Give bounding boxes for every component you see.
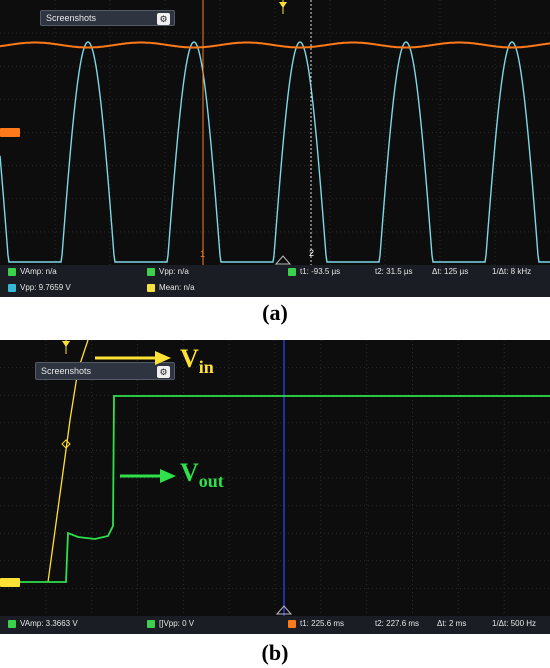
cursor-label-1: 1 <box>200 249 205 259</box>
measure-vamp[interactable]: VAmp: n/a <box>8 267 57 276</box>
cursor-inverse-delta-t: 1/Δt: 500 Hz <box>492 619 537 628</box>
arrow-right-icon <box>95 351 171 365</box>
channel-badge-icon <box>147 619 155 628</box>
cursor-delta-t: Δt: 2 ms <box>437 619 467 628</box>
caption-a: (a) <box>262 300 288 325</box>
scope-panel-b: Screenshots ⚙ Vin Vout <box>0 340 550 616</box>
vin-marker-icon <box>61 439 71 449</box>
channel-badge-icon <box>8 619 16 628</box>
trigger-marker-icon <box>279 2 287 8</box>
channel-badge-icon <box>8 267 16 276</box>
cursor-t1[interactable]: t1: -93.5 µs <box>288 267 340 276</box>
trigger-position-icon <box>275 605 293 615</box>
cursor-delta-t: Δt: 125 µs <box>432 267 469 276</box>
math-badge-icon <box>8 283 16 292</box>
cursor-label-2: 2 <box>309 248 314 258</box>
waveform-plot-b <box>0 340 550 616</box>
cursor-t2: t2: 227.6 ms <box>375 619 420 628</box>
trigger-marker-icon <box>62 341 70 347</box>
measure-vpp[interactable]: Vpp: n/a <box>147 267 189 276</box>
measurement-bar-a: VAmp: n/a Vpp: n/a t1: -93.5 µs t2: 31.5… <box>0 265 550 297</box>
vout-trace <box>20 395 550 583</box>
screenshots-label: Screenshots <box>46 13 97 23</box>
channel-badge-icon <box>147 267 155 276</box>
screenshots-toolbar-b[interactable]: Screenshots ⚙ <box>35 362 175 380</box>
measure-vamp[interactable]: VAmp: 3.3663 V <box>8 619 78 628</box>
channel-badge-icon <box>288 267 296 276</box>
screenshots-toolbar-a[interactable]: Screenshots ⚙ <box>40 10 175 26</box>
measurement-bar-b: VAmp: 3.3663 V []Vpp: 0 V t1: 225.6 ms t… <box>0 616 550 634</box>
orange-waveform <box>0 41 550 49</box>
channel-marker-icon <box>0 578 20 587</box>
cursor-t2: t2: 31.5 µs <box>375 267 413 276</box>
trigger-position-icon <box>274 255 292 265</box>
gear-icon[interactable]: ⚙ <box>157 366 170 378</box>
caption-b: (b) <box>261 640 289 665</box>
screenshots-label: Screenshots <box>41 366 92 376</box>
channel-badge-icon <box>147 283 155 292</box>
measure-vpp[interactable]: []Vpp: 0 V <box>147 619 194 628</box>
vout-annotation: Vout <box>180 458 224 492</box>
gear-icon[interactable]: ⚙ <box>157 13 170 25</box>
cursor-t1[interactable]: t1: 225.6 ms <box>288 619 344 628</box>
measure-vpp-m1[interactable]: Vpp: 9.7659 V <box>8 283 71 292</box>
channel-marker-icon <box>0 128 20 137</box>
channel-badge-icon <box>288 619 296 628</box>
measure-mean[interactable]: Mean: n/a <box>147 283 195 292</box>
arrow-right-icon <box>120 469 176 483</box>
vin-trace <box>47 340 89 583</box>
cursor-inverse-delta-t: 1/Δt: 8 kHz <box>492 267 532 276</box>
vin-annotation: Vin <box>180 344 214 378</box>
